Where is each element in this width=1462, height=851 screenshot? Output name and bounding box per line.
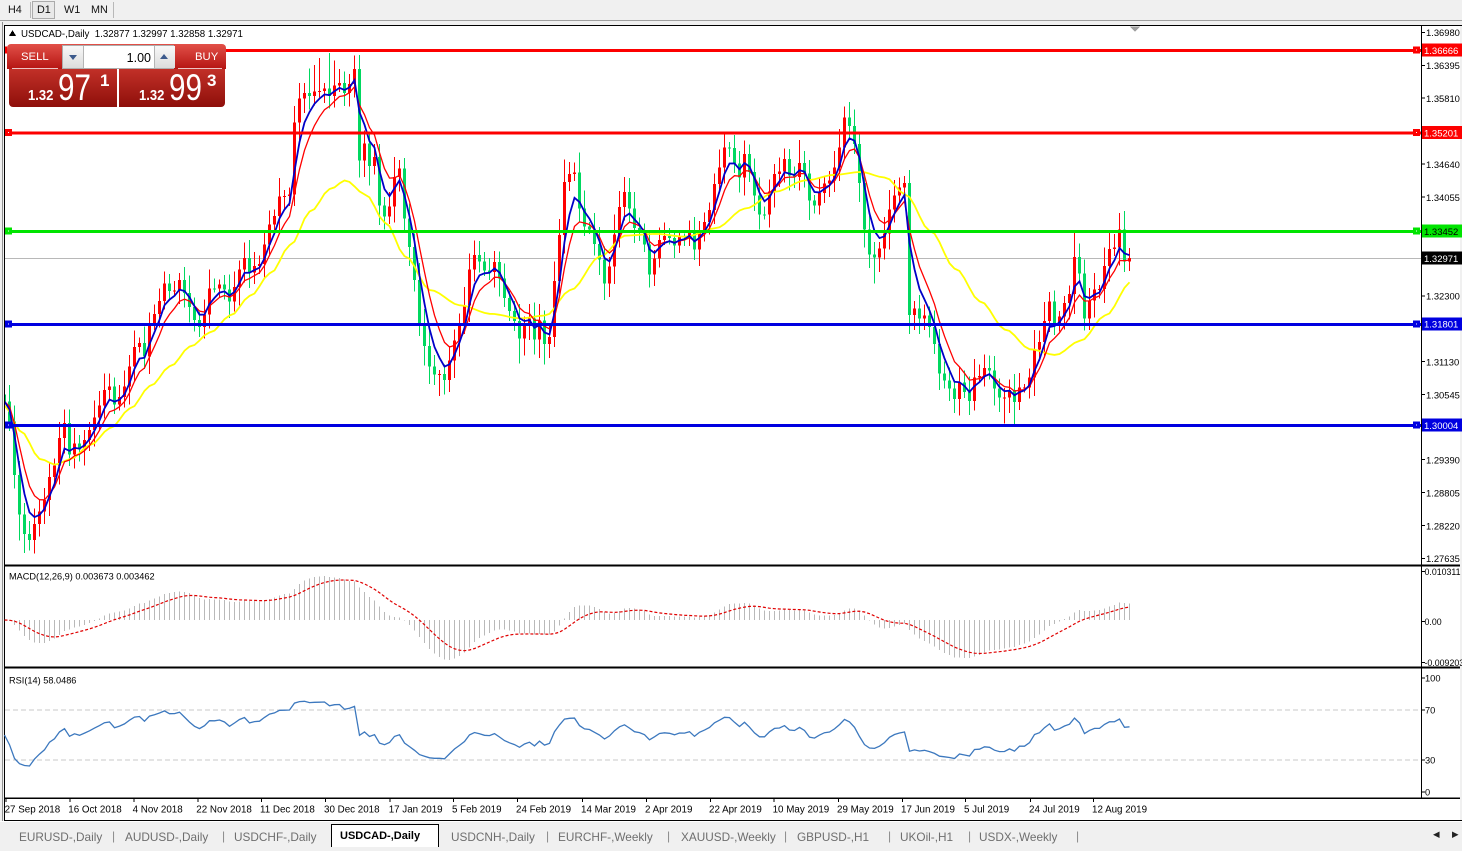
- svg-text:1.34055: 1.34055: [1426, 192, 1460, 203]
- svg-text:0: 0: [1425, 788, 1430, 798]
- svg-text:1.27635: 1.27635: [1426, 553, 1460, 564]
- svg-text:10 May 2019: 10 May 2019: [773, 805, 830, 816]
- svg-text:1.31130: 1.31130: [1426, 357, 1459, 368]
- svg-text:1.33452: 1.33452: [1424, 227, 1458, 238]
- svg-text:1.30545: 1.30545: [1426, 389, 1460, 400]
- svg-text:27 Sep 2018: 27 Sep 2018: [5, 805, 61, 816]
- svg-text:1.32971: 1.32971: [1424, 254, 1458, 265]
- svg-text:70: 70: [1425, 706, 1435, 716]
- svg-text:5 Jul 2019: 5 Jul 2019: [964, 805, 1009, 816]
- svg-text:4 Nov 2018: 4 Nov 2018: [133, 805, 184, 816]
- svg-text:1.28805: 1.28805: [1426, 487, 1460, 498]
- svg-text:1.35810: 1.35810: [1426, 93, 1460, 104]
- svg-text:1.31801: 1.31801: [1424, 320, 1458, 331]
- svg-text:1.32300: 1.32300: [1426, 291, 1460, 302]
- svg-text:0.00: 0.00: [1425, 617, 1442, 627]
- svg-text:1.29390: 1.29390: [1426, 454, 1460, 465]
- svg-text:11 Dec 2018: 11 Dec 2018: [260, 805, 315, 816]
- svg-text:1.35201: 1.35201: [1424, 128, 1458, 139]
- svg-text:22 Apr 2019: 22 Apr 2019: [709, 805, 762, 816]
- svg-text:1.28220: 1.28220: [1426, 520, 1460, 531]
- svg-text:16 Oct 2018: 16 Oct 2018: [68, 805, 122, 816]
- svg-text:USDCAD-,Daily 1.32877 1.32997: USDCAD-,Daily 1.32877 1.32997 1.32858 1.…: [21, 29, 243, 40]
- svg-text:2 Apr 2019: 2 Apr 2019: [645, 805, 692, 816]
- svg-text:0.010311: 0.010311: [1425, 567, 1461, 577]
- svg-text:29 May 2019: 29 May 2019: [837, 805, 894, 816]
- svg-text:24 Feb 2019: 24 Feb 2019: [516, 805, 571, 816]
- svg-text:12 Aug 2019: 12 Aug 2019: [1092, 805, 1147, 816]
- svg-text:1.34640: 1.34640: [1426, 159, 1460, 170]
- svg-text:1.36980: 1.36980: [1426, 27, 1460, 38]
- svg-text:30 Dec 2018: 30 Dec 2018: [324, 805, 380, 816]
- svg-text:100: 100: [1425, 674, 1441, 684]
- svg-text:14 Mar 2019: 14 Mar 2019: [581, 805, 636, 816]
- svg-text:24 Jul 2019: 24 Jul 2019: [1029, 805, 1080, 816]
- svg-text:1.36395: 1.36395: [1426, 60, 1460, 71]
- svg-text:1.30004: 1.30004: [1424, 421, 1458, 432]
- svg-text:1.36666: 1.36666: [1424, 46, 1458, 57]
- svg-text:5 Feb 2019: 5 Feb 2019: [452, 805, 502, 816]
- svg-text:MACD(12,26,9) 0.003673 0.00346: MACD(12,26,9) 0.003673 0.003462: [9, 572, 155, 582]
- svg-text:17 Jun 2019: 17 Jun 2019: [901, 805, 955, 816]
- svg-text:RSI(14) 58.0486: RSI(14) 58.0486: [9, 676, 76, 686]
- svg-text:-0.009203: -0.009203: [1425, 658, 1462, 668]
- svg-text:17 Jan 2019: 17 Jan 2019: [389, 805, 443, 816]
- svg-text:22 Nov 2018: 22 Nov 2018: [196, 805, 252, 816]
- svg-text:30: 30: [1425, 756, 1435, 766]
